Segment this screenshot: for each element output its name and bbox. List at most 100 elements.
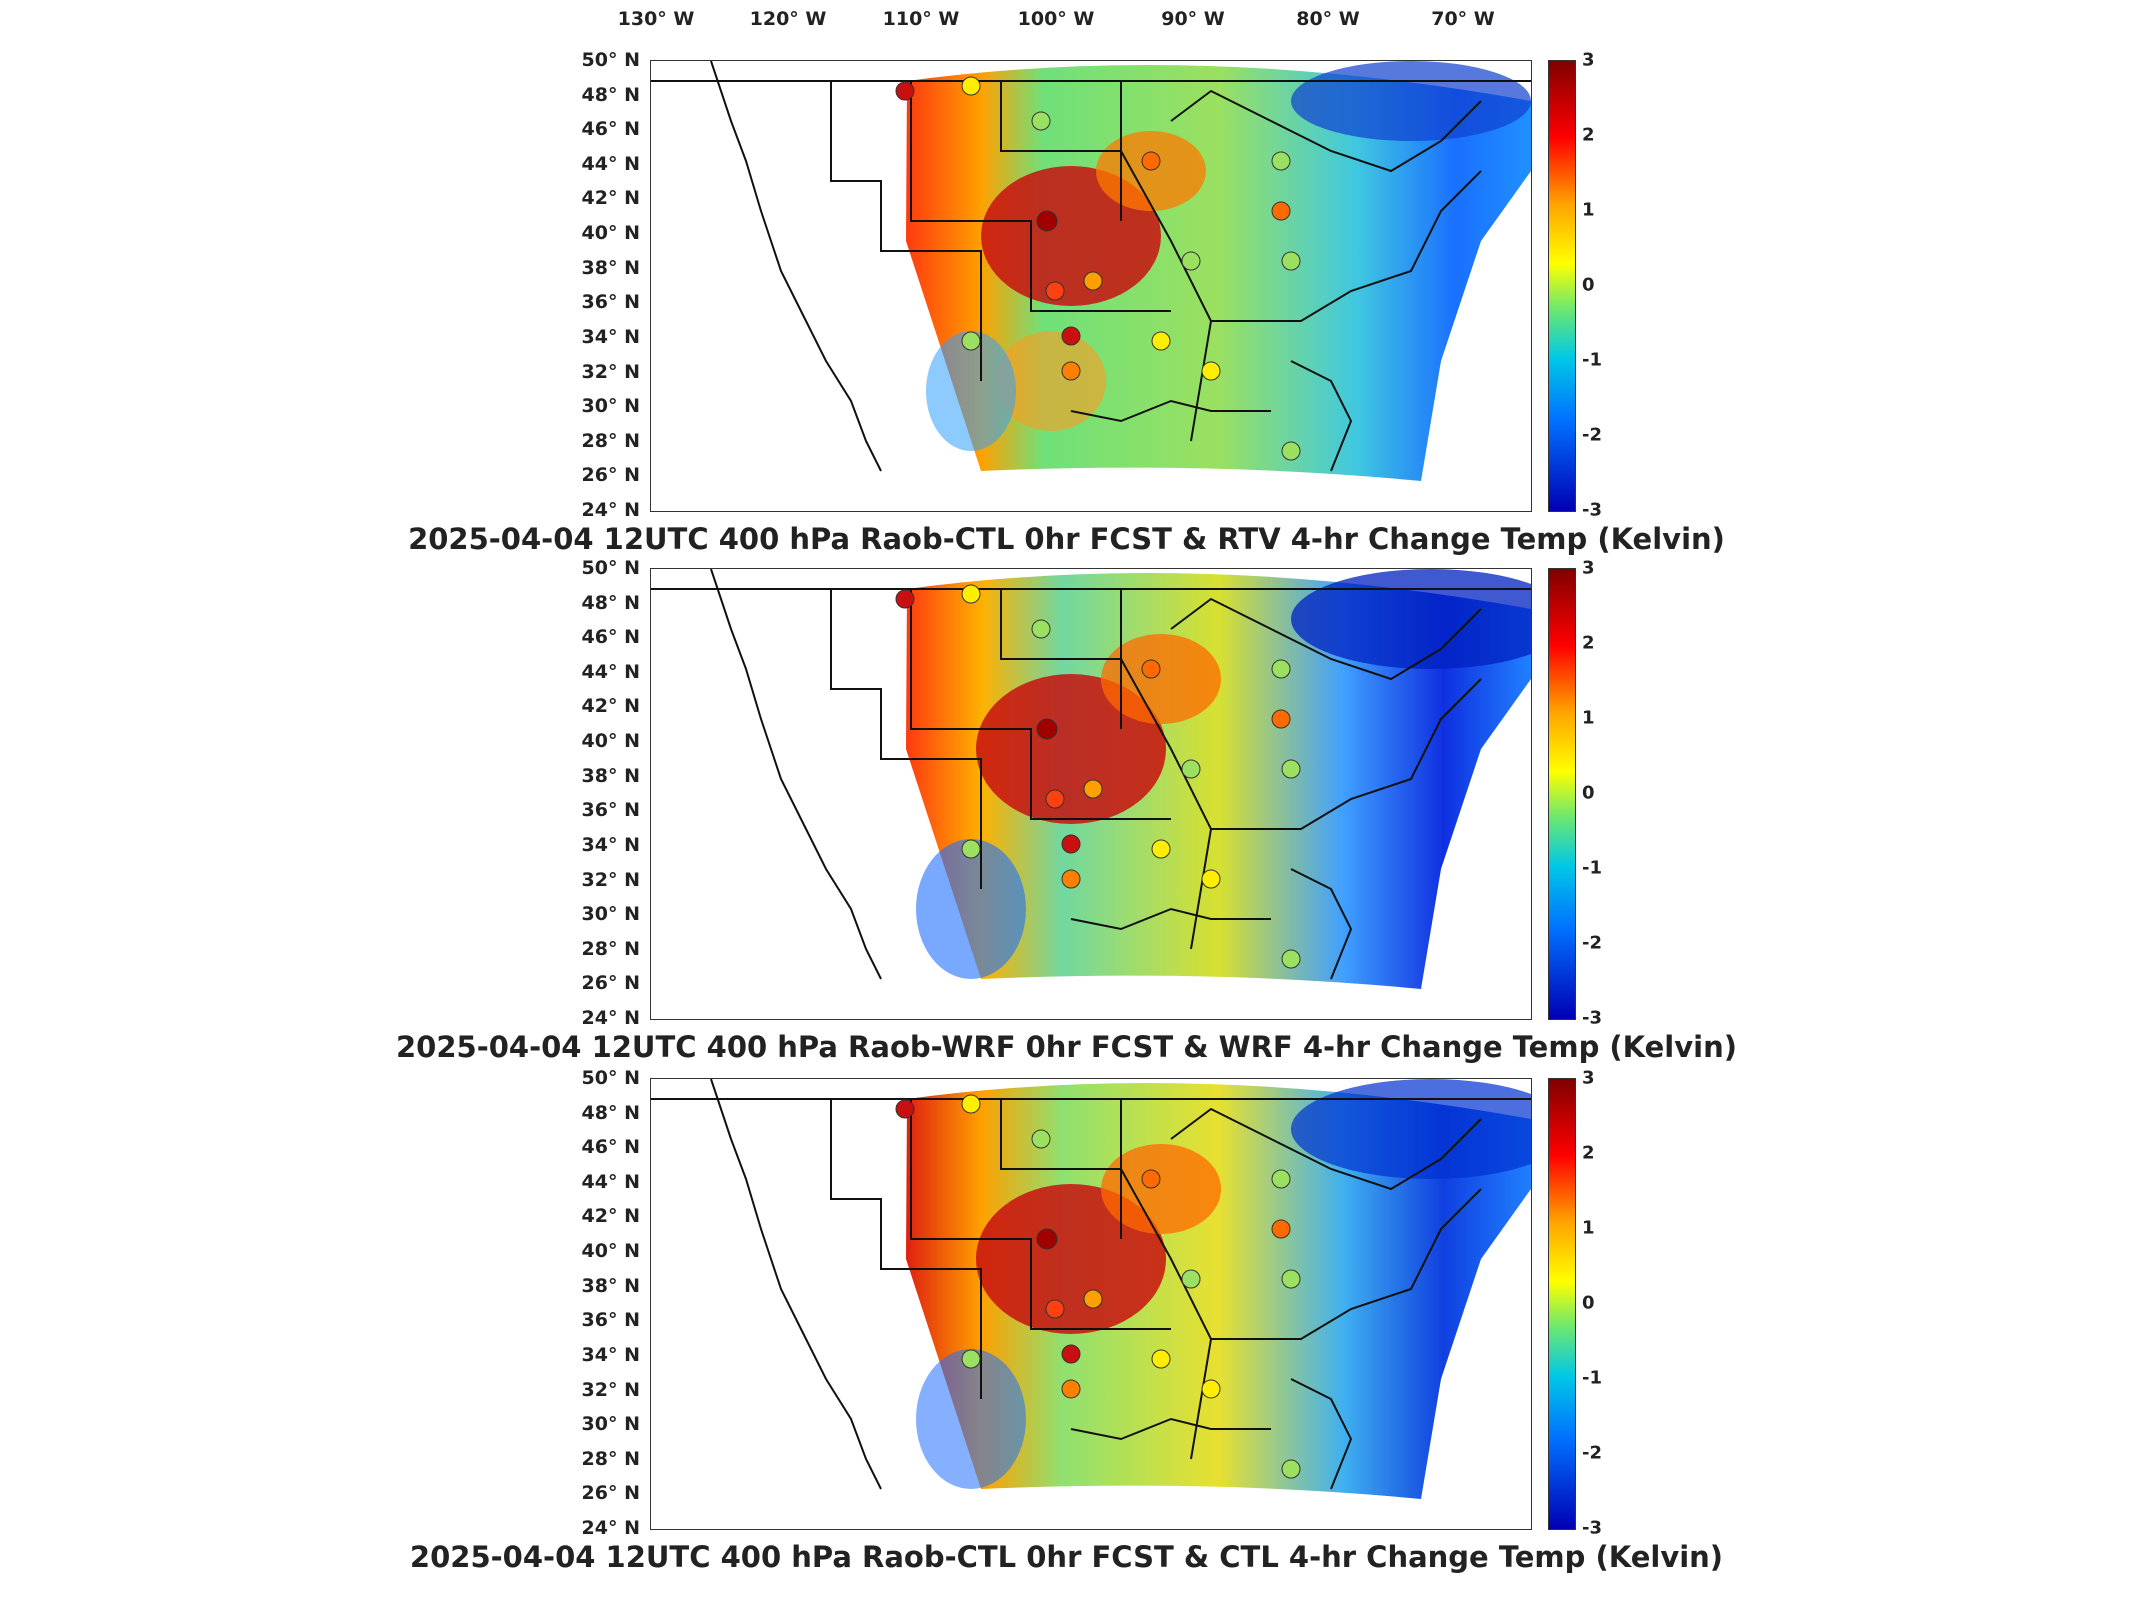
lat-label: 26° N: [581, 1482, 640, 1505]
raob-station: [1271, 151, 1291, 171]
lon-label: 130° W: [617, 8, 695, 30]
cold-anomaly: [1291, 569, 1531, 669]
raob-markers: [895, 1094, 1301, 1479]
lat-label: 24° N: [581, 499, 640, 521]
raob-station: [1036, 210, 1058, 232]
raob-station: [1201, 361, 1221, 381]
lat-label: 48° N: [581, 1101, 640, 1124]
lat-label: 46° N: [581, 1136, 640, 1159]
raob-station: [961, 331, 981, 351]
cold-anomaly: [1291, 61, 1531, 141]
coastlines-and-borders: [651, 1079, 1531, 1490]
raob-station: [1281, 949, 1301, 969]
lon-label: 70° W: [1431, 8, 1495, 30]
raob-station: [1281, 1459, 1301, 1479]
lat-label: 48° N: [581, 591, 640, 614]
cold-anomaly: [926, 331, 1016, 451]
lat-label: 44° N: [581, 1170, 640, 1193]
colorbar: [1548, 568, 1576, 1020]
raob-station: [1083, 779, 1103, 799]
raob-station: [1281, 759, 1301, 779]
raob-station: [1201, 869, 1221, 889]
colorbar-tick: -1: [1582, 857, 1602, 879]
raob-station: [1031, 111, 1051, 131]
raob-station: [1151, 839, 1171, 859]
raob-station: [1201, 1379, 1221, 1399]
raob-station: [1141, 151, 1161, 171]
map-plot: [650, 568, 1532, 1020]
colorbar-tick: -2: [1582, 932, 1602, 954]
raob-station: [1036, 1228, 1058, 1250]
colorbar-tick: -2: [1582, 1442, 1602, 1464]
raob-station: [1045, 281, 1065, 301]
raob-station: [1281, 441, 1301, 461]
colorbar-tick: -1: [1582, 349, 1602, 371]
lat-label: 46° N: [581, 118, 640, 141]
temperature-map: [651, 1079, 1531, 1499]
lat-label: 28° N: [581, 1447, 640, 1470]
lat-label: 50° N: [581, 1067, 640, 1089]
lon-label: 90° W: [1161, 8, 1225, 30]
colorbar-tick: 2: [1582, 1142, 1595, 1164]
raob-station: [1083, 1289, 1103, 1309]
lat-label: 38° N: [581, 1274, 640, 1297]
raob-markers: [895, 76, 1301, 461]
lat-label: 28° N: [581, 937, 640, 960]
lat-label: 32° N: [581, 868, 640, 891]
raob-station: [1141, 659, 1161, 679]
raob-station: [1271, 1219, 1291, 1239]
lat-label: 38° N: [581, 764, 640, 787]
lon-label: 110° W: [882, 8, 960, 30]
lat-label: 48° N: [581, 83, 640, 106]
lat-label: 24° N: [581, 1007, 640, 1029]
colorbar-tick: -3: [1582, 1517, 1602, 1539]
lat-label: 30° N: [581, 903, 640, 926]
colorbar-tick: 1: [1582, 707, 1595, 729]
warm-anomaly: [976, 674, 1166, 824]
raob-station: [1061, 834, 1081, 854]
coastlines-and-borders: [651, 569, 1531, 980]
lat-label: 24° N: [581, 1517, 640, 1539]
colorbar-tick: 1: [1582, 199, 1595, 221]
raob-station: [1083, 271, 1103, 291]
lat-label: 36° N: [581, 1309, 640, 1332]
panel-caption-2: 2025-04-04 12UTC 400 hPa Raob-WRF 0hr FC…: [395, 1030, 1737, 1064]
colorbar: [1548, 1078, 1576, 1530]
lat-label: 26° N: [581, 972, 640, 995]
temperature-map: [651, 61, 1531, 481]
raob-station: [1031, 1129, 1051, 1149]
lon-label: 120° W: [749, 8, 827, 30]
warm-anomaly: [996, 331, 1106, 431]
raob-station: [1181, 251, 1201, 271]
raob-station: [1031, 619, 1051, 639]
longitude-axis: 130° W 120° W 110° W 100° W 90° W 80° W …: [0, 0, 2133, 40]
lat-label: 50° N: [581, 49, 640, 71]
raob-station: [895, 81, 915, 101]
coastlines-and-borders: [651, 61, 1531, 472]
raob-station: [1181, 1269, 1201, 1289]
cold-anomaly: [916, 839, 1026, 979]
warm-anomaly: [1096, 131, 1206, 211]
raob-station: [1281, 1269, 1301, 1289]
colorbar-tick: 2: [1582, 124, 1595, 146]
raob-station: [1151, 1349, 1171, 1369]
lat-label: 44° N: [581, 152, 640, 175]
lat-label: 30° N: [581, 1413, 640, 1436]
temperature-map: [651, 569, 1531, 989]
colorbar-tick: 3: [1582, 1067, 1595, 1089]
warm-anomaly: [1101, 634, 1221, 724]
lon-label: 100° W: [1017, 8, 1095, 30]
map-plot: [650, 1078, 1532, 1530]
lat-label: 36° N: [581, 799, 640, 822]
panel-caption-1: 2025-04-04 12UTC 400 hPa Raob-CTL 0hr FC…: [408, 522, 1725, 556]
lat-label: 40° N: [581, 730, 640, 753]
lat-label: 34° N: [581, 1343, 640, 1366]
raob-station: [1061, 326, 1081, 346]
lat-label: 42° N: [581, 695, 640, 718]
lat-label: 36° N: [581, 291, 640, 314]
cold-anomaly: [916, 1349, 1026, 1489]
colorbar-tick: 0: [1582, 274, 1595, 296]
lat-label: 40° N: [581, 1240, 640, 1263]
raob-station: [1045, 1299, 1065, 1319]
colorbar-tick: 1: [1582, 1217, 1595, 1239]
